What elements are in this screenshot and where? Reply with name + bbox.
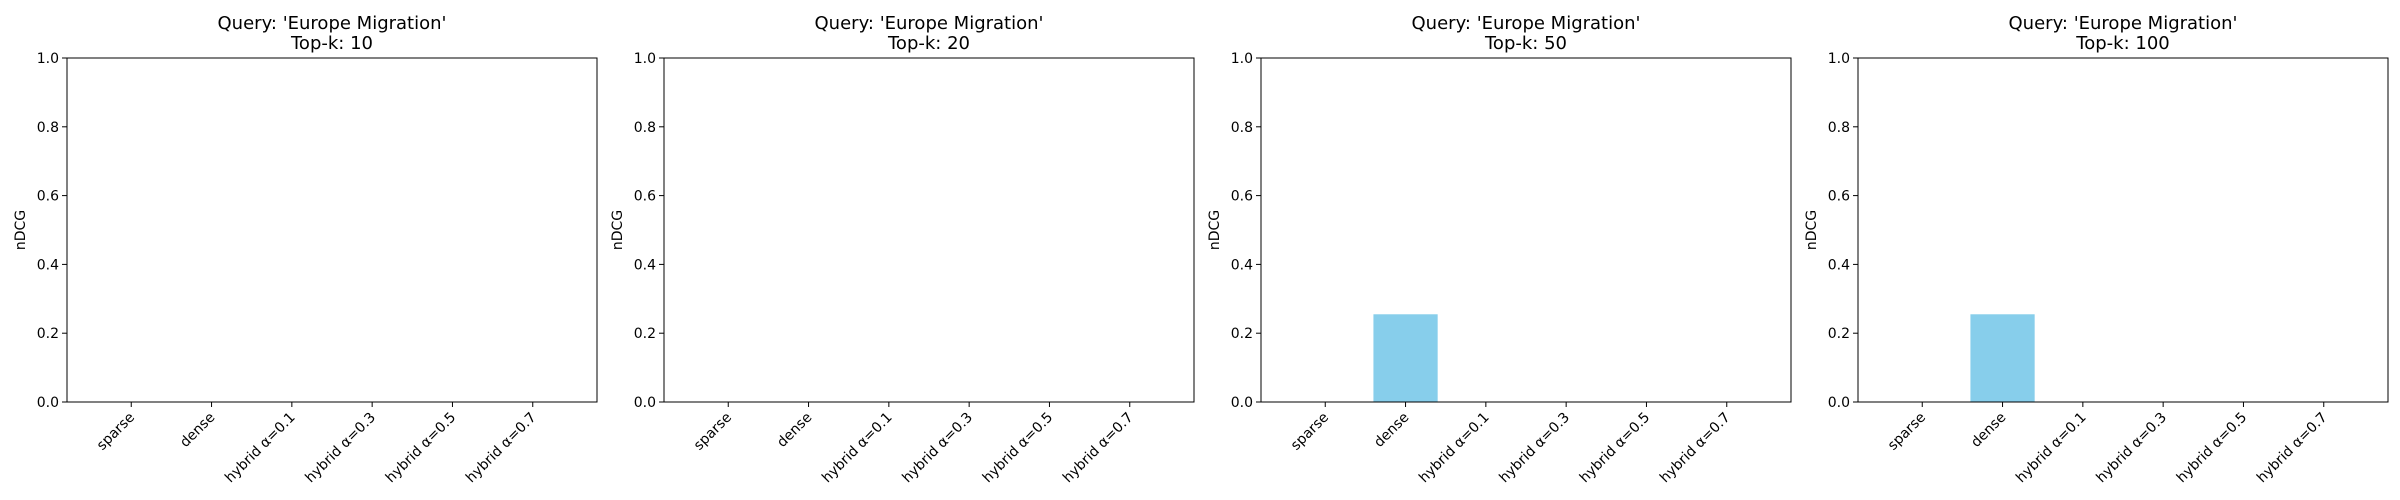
chart-title-line-1: Query: 'Europe Migration' xyxy=(815,13,1044,34)
y-tick-label-5: 0.8 xyxy=(1828,120,1850,136)
x-tick-label-5: hybrid α=0.5 xyxy=(1577,410,1654,487)
x-tick-label-3: hybrid α=0.1 xyxy=(819,410,896,487)
y-tick-label-4: 0.6 xyxy=(1828,189,1850,205)
y-tick-label-5: 0.8 xyxy=(1231,120,1253,136)
y-tick-label-6: 1.0 xyxy=(1231,51,1253,67)
x-tick-label-6: hybrid α=0.7 xyxy=(1060,410,1137,487)
x-tick-label-3: hybrid α=0.1 xyxy=(222,410,299,487)
chart-panel-3: Query: 'Europe Migration'Top-k: 50 0.0 0.2… xyxy=(1207,13,1792,487)
chart-panel-4: Query: 'Europe Migration'Top-k: 100 0.0 0.… xyxy=(1804,13,2389,487)
y-axis-label: nDCG xyxy=(1804,210,1820,250)
x-tick-label-1: sparse xyxy=(1885,410,1929,454)
y-tick-label-3: 0.4 xyxy=(1231,257,1253,273)
y-tick-label-1: 0.0 xyxy=(634,395,656,411)
axes-frame xyxy=(1857,57,2389,403)
x-tick-label-6: hybrid α=0.7 xyxy=(1657,410,1734,487)
chart-panel-1: Query: 'Europe Migration'Top-k: 10 0.0 0.2… xyxy=(13,13,598,487)
chart-title-line-1: Query: 'Europe Migration' xyxy=(218,13,447,34)
chart-title-line-2: Top-k: 10 xyxy=(290,33,373,54)
x-tick-label-4: hybrid α=0.3 xyxy=(1496,410,1573,487)
x-tick-label-1: sparse xyxy=(691,410,735,454)
x-tick-label-2: dense xyxy=(1968,410,2009,451)
x-tick-label-5: hybrid α=0.5 xyxy=(2174,410,2251,487)
y-axis-label: nDCG xyxy=(610,210,626,250)
y-tick-label-6: 1.0 xyxy=(1828,51,1850,67)
chart-title-line-2: Top-k: 50 xyxy=(1484,33,1567,54)
y-tick-label-1: 0.0 xyxy=(1231,395,1253,411)
chart-title-line-1: Query: 'Europe Migration' xyxy=(2009,13,2238,34)
x-tick-label-5: hybrid α=0.5 xyxy=(980,410,1057,487)
x-tick-label-1: sparse xyxy=(94,410,138,454)
y-tick-label-1: 0.0 xyxy=(37,395,59,411)
y-tick-label-3: 0.4 xyxy=(634,257,656,273)
axes-frame xyxy=(1260,57,1792,403)
x-tick-label-4: hybrid α=0.3 xyxy=(2093,410,2170,487)
x-tick-label-4: hybrid α=0.3 xyxy=(302,410,379,487)
x-tick-label-3: hybrid α=0.1 xyxy=(1416,410,1493,487)
y-tick-label-2: 0.2 xyxy=(37,326,59,342)
y-axis-label: nDCG xyxy=(13,210,29,250)
axes-frame xyxy=(663,57,1195,403)
y-tick-label-4: 0.6 xyxy=(37,189,59,205)
y-tick-label-2: 0.2 xyxy=(1231,326,1253,342)
y-tick-label-3: 0.4 xyxy=(37,257,59,273)
y-axis-label: nDCG xyxy=(1207,210,1223,250)
y-tick-label-5: 0.8 xyxy=(634,120,656,136)
x-tick-label-5: hybrid α=0.5 xyxy=(383,410,460,487)
y-tick-label-4: 0.6 xyxy=(1231,189,1253,205)
x-tick-label-4: hybrid α=0.3 xyxy=(899,410,976,487)
x-tick-label-2: dense xyxy=(774,410,815,451)
x-tick-label-6: hybrid α=0.7 xyxy=(2254,410,2331,487)
y-tick-label-6: 1.0 xyxy=(634,51,656,67)
x-tick-label-1: sparse xyxy=(1288,410,1332,454)
chart-title-line-2: Top-k: 20 xyxy=(887,33,970,54)
y-tick-label-1: 0.0 xyxy=(1828,395,1850,411)
y-tick-label-2: 0.2 xyxy=(634,326,656,342)
chart-panel-2: Query: 'Europe Migration'Top-k: 20 0.0 0.2… xyxy=(610,13,1195,487)
chart-title-line-2: Top-k: 100 xyxy=(2075,33,2169,54)
x-tick-label-3: hybrid α=0.1 xyxy=(2013,410,2090,487)
x-tick-label-2: dense xyxy=(177,410,218,451)
y-tick-label-3: 0.4 xyxy=(1828,257,1850,273)
chart-title-line-1: Query: 'Europe Migration' xyxy=(1412,13,1641,34)
bar-2 xyxy=(1373,314,1438,402)
y-tick-label-2: 0.2 xyxy=(1828,326,1850,342)
x-tick-label-6: hybrid α=0.7 xyxy=(463,410,540,487)
axes-frame xyxy=(66,57,598,403)
y-tick-label-5: 0.8 xyxy=(37,120,59,136)
bar-2 xyxy=(1970,314,2035,402)
x-tick-label-2: dense xyxy=(1371,410,1412,451)
y-tick-label-6: 1.0 xyxy=(37,51,59,67)
y-tick-label-4: 0.6 xyxy=(634,189,656,205)
